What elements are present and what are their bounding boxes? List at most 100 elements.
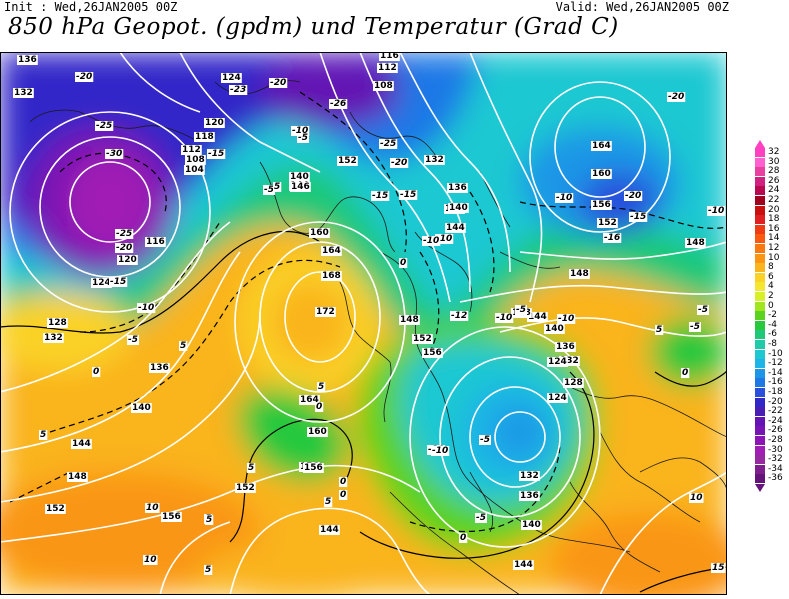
geopotential-label-bg <box>547 393 568 403</box>
geopotential-label-bg <box>519 471 540 481</box>
temperature-label-bg <box>450 311 469 321</box>
legend-swatch <box>755 436 765 445</box>
legend-entry: 0 <box>752 300 789 311</box>
temperature-label-bg <box>689 493 704 503</box>
legend-bottom-arrow <box>755 484 765 492</box>
temperature-label-bg <box>204 565 213 575</box>
geopotential-label: 160 <box>310 228 329 238</box>
temperature-label-bg <box>269 78 288 88</box>
weather-map: 136 132 124 116 112 108 120 118 112 108 104 116 120 1… <box>0 52 727 595</box>
legend-swatch <box>755 311 765 321</box>
legend-label: -32 <box>768 454 783 465</box>
temperature-label-bg <box>422 236 441 246</box>
temperature-label: 10 <box>146 503 159 513</box>
temperature-label-bg <box>624 191 643 201</box>
coastlines <box>29 80 727 595</box>
geopotential-label-bg <box>563 378 584 388</box>
temperature-label: -10 <box>423 236 439 246</box>
legend-swatch <box>755 445 765 455</box>
temperature-label: -10 <box>556 193 572 203</box>
geopotential-label-bg <box>412 334 433 344</box>
geopotential-label: 124 <box>222 73 241 83</box>
temperature-label: 10 <box>690 493 703 503</box>
legend-swatch <box>755 272 765 282</box>
geopotential-label-bg <box>399 315 420 325</box>
geopotential-label: 124 <box>92 278 111 288</box>
temperature-label-bg <box>681 368 690 378</box>
legend-entry: -18 <box>752 387 789 397</box>
legend-label: -14 <box>768 367 783 378</box>
geopotential-label: 128 <box>48 318 67 328</box>
temperature-label-bg <box>95 121 114 131</box>
geopotential-label-bg <box>71 439 92 449</box>
geopotential-label: 144 <box>446 223 465 233</box>
geopotential-label-bg <box>321 246 342 256</box>
geopotential-label: 148 <box>686 238 705 248</box>
geopotential-label-bg <box>591 169 612 179</box>
temperature-label-bg <box>329 99 348 109</box>
legend-swatch <box>755 455 765 465</box>
geopotential-label-bg <box>447 183 468 193</box>
legend-entry: -10 <box>752 348 789 359</box>
legend-entry: 30 <box>752 156 789 167</box>
geopotential-label-bg <box>221 73 242 83</box>
temperature-label-bg <box>459 533 468 543</box>
geopotential-label-bg <box>445 223 466 233</box>
legend-swatch <box>755 359 765 369</box>
temperature-label-bg <box>179 341 188 351</box>
legend-entry: 2 <box>752 291 789 301</box>
legend-label: -10 <box>768 348 783 359</box>
legend-swatch <box>755 215 765 225</box>
geopotential-label-bg <box>91 278 112 288</box>
geopotential-label-bg <box>519 491 540 501</box>
temperature-label: -5 <box>698 305 708 315</box>
geopotential-label: 148 <box>570 269 589 279</box>
legend-swatch <box>755 196 765 205</box>
temperature-label-bg <box>603 233 622 243</box>
geopotential-label-bg <box>289 172 310 182</box>
legend-label: 4 <box>768 281 774 292</box>
geopotential-label: 124 <box>548 393 567 403</box>
temperature-label: -25 <box>380 139 396 149</box>
geopotential-label-bg <box>47 318 68 328</box>
legend-entry: -16 <box>752 377 789 388</box>
legend-entry: -32 <box>752 454 789 465</box>
legend-entry: -36 <box>752 473 789 484</box>
legend-label: -20 <box>768 396 783 407</box>
geopotential-label: 152 <box>236 483 255 493</box>
geopotential-label: 112 <box>378 63 397 73</box>
geopotential-label-bg <box>591 200 612 210</box>
valid-time: Valid: Wed,26JAN2005 00Z <box>555 0 729 14</box>
legend-entry: 24 <box>752 185 789 196</box>
legend-entry: -6 <box>752 329 789 340</box>
temperature-label-bg <box>399 258 408 268</box>
legend-entry: -28 <box>752 435 789 445</box>
geopotential-label: 144 <box>514 560 533 570</box>
legend-label: 0 <box>768 300 774 311</box>
temperature-label-bg <box>339 477 348 487</box>
geopotential-label: 148 <box>68 472 87 482</box>
legend-entry: 28 <box>752 166 789 177</box>
geopotential-label: 156 <box>423 348 442 358</box>
legend-label: 30 <box>768 156 780 167</box>
temperature-label-bg <box>291 126 310 136</box>
temperature-label: 5 <box>205 565 211 575</box>
legend-entry: 20 <box>752 205 789 215</box>
temperature-label-bg <box>689 322 701 332</box>
legend-label: -12 <box>768 358 783 369</box>
legend-swatch <box>755 167 765 177</box>
legend-entry: 8 <box>752 262 789 273</box>
temperature-label-bg <box>390 158 409 168</box>
temperature-label: -10 <box>292 126 308 136</box>
legend-entry: 10 <box>752 253 789 263</box>
temperature-label-bg <box>629 212 648 222</box>
legend-entry: 6 <box>752 272 789 282</box>
geopotential-label: 164 <box>322 246 341 256</box>
temperature-label: 5 <box>274 182 280 192</box>
temperature-label: -15 <box>400 190 416 200</box>
legend-entry: 18 <box>752 214 789 225</box>
temperature-label: 0 <box>460 533 466 543</box>
geopotential-label: 124 <box>548 357 567 367</box>
legend-label: -26 <box>768 425 783 436</box>
legend-swatch <box>755 407 765 417</box>
